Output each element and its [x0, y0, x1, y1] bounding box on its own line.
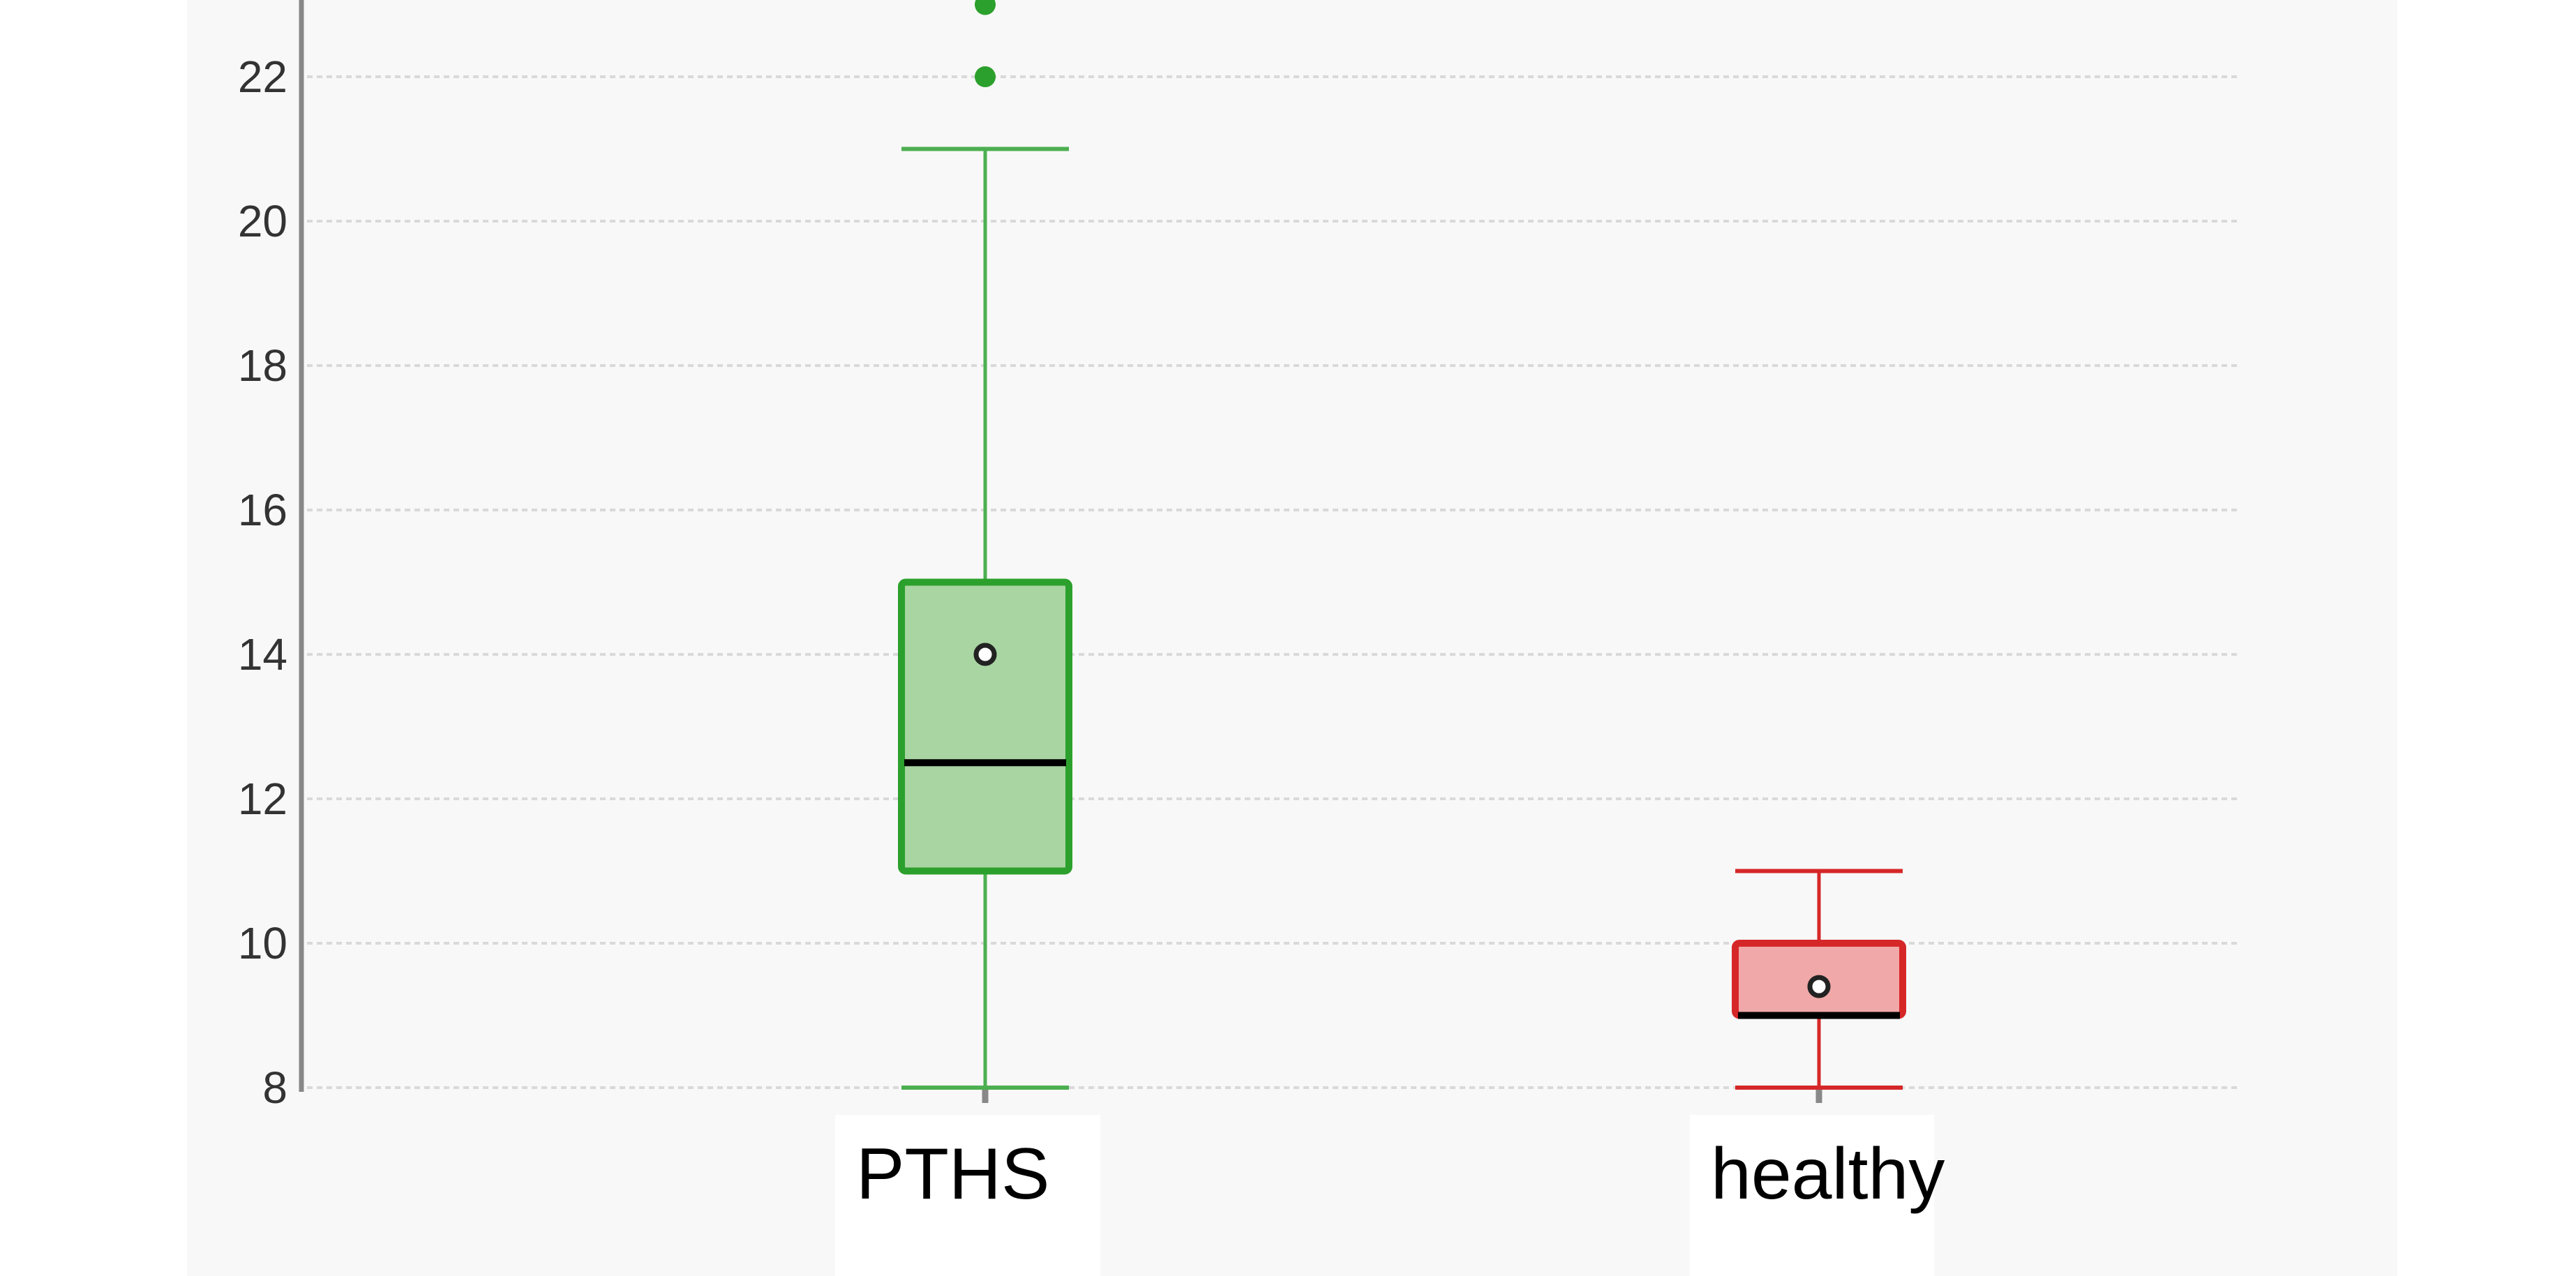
- y-tick-label: 22: [238, 52, 287, 102]
- outlier-point: [975, 66, 996, 87]
- x-category-label: healthy: [1711, 1134, 1945, 1215]
- outlier-point: [975, 0, 996, 15]
- box-healthy: [1732, 869, 1906, 1103]
- y-tick-label: 20: [238, 196, 287, 246]
- category-label-background: [1690, 1115, 1934, 1276]
- y-tick-label: 18: [238, 340, 287, 391]
- y-tick-label: 14: [238, 629, 287, 680]
- category-label-PTHS: PTHS: [835, 1115, 1100, 1276]
- y-axis: 8 10 12 14 16 18 20 22: [238, 0, 304, 1113]
- x-category-label: PTHS: [856, 1134, 1049, 1215]
- category-label-healthy: healthy: [1690, 1115, 1945, 1276]
- category-label-background: [835, 1115, 1100, 1276]
- iqr-box: [898, 578, 1072, 875]
- category-labels: PTHS healthy: [835, 1115, 1945, 1276]
- mean-marker: [973, 643, 997, 666]
- y-tick-label: 16: [238, 485, 287, 535]
- plot-panel-background: [187, 0, 2397, 1276]
- mean-marker: [1807, 975, 1831, 998]
- y-tick-label: 10: [238, 918, 287, 968]
- boxes: [898, 0, 1906, 1103]
- y-tick-label: 12: [238, 774, 287, 824]
- box-PTHS: [898, 0, 1072, 1103]
- y-tick-label: 8: [262, 1063, 287, 1113]
